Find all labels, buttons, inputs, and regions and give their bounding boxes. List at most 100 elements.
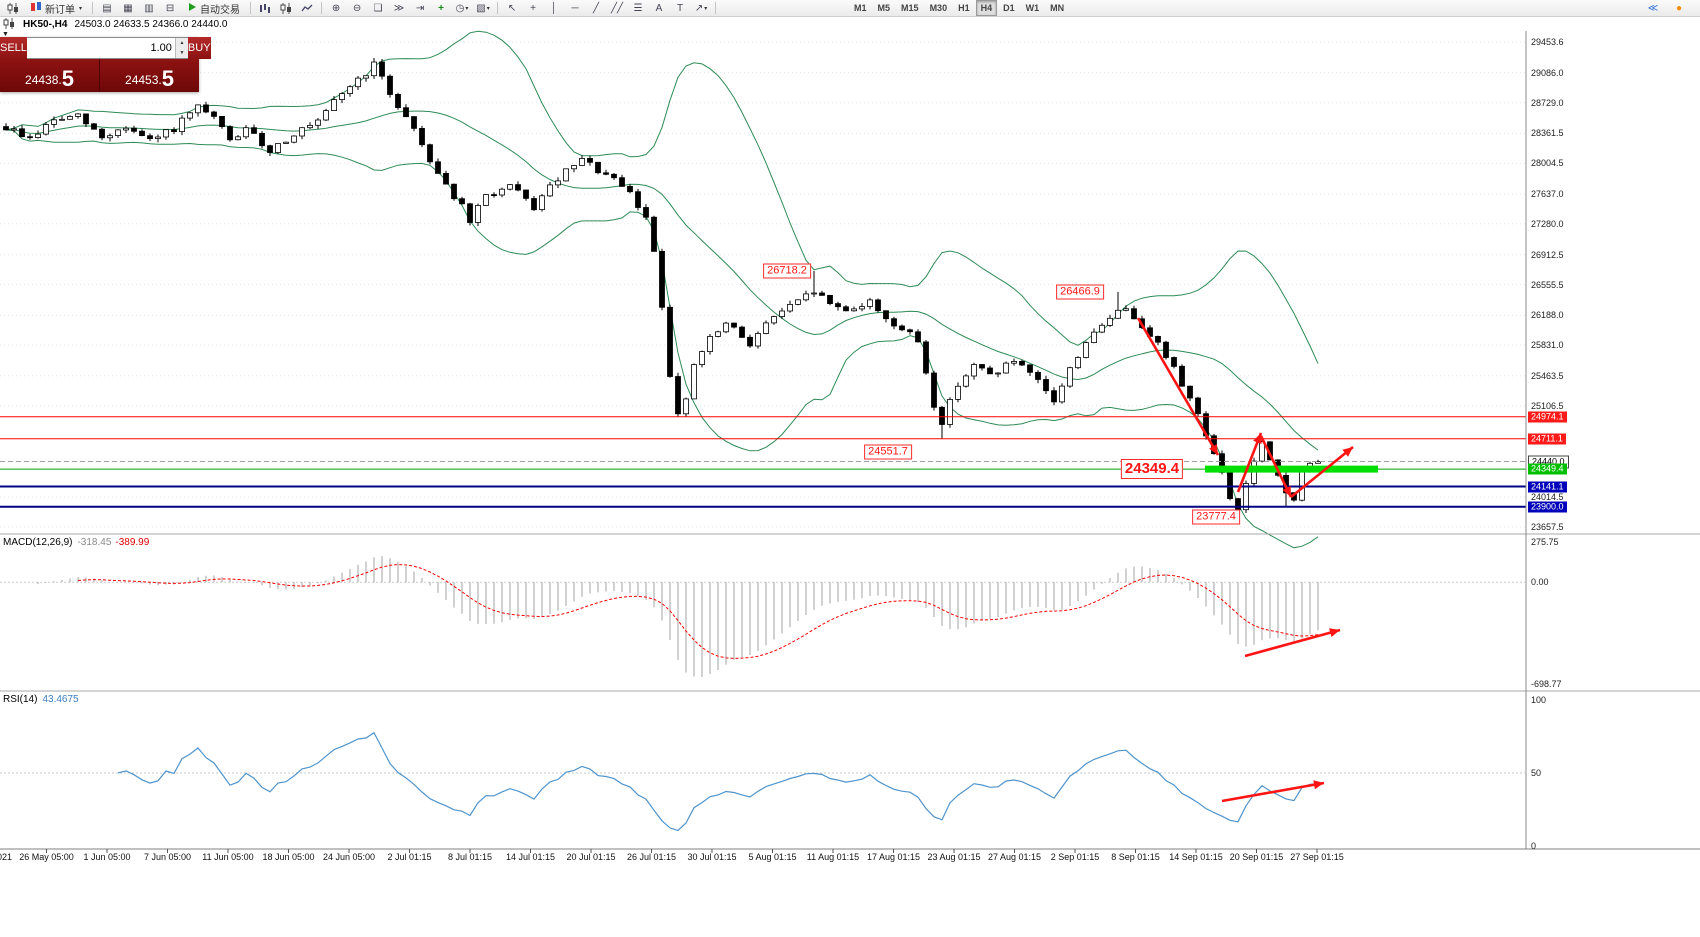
auto-scroll-icon[interactable]: ≫: [393, 2, 405, 14]
templates-icon[interactable]: ▧ ▾: [476, 2, 490, 14]
grid-layer: [0, 41, 1526, 528]
cursor-icon[interactable]: ↖: [507, 2, 517, 14]
new-chart-icon[interactable]: [3, 0, 23, 17]
crosshair-icon[interactable]: +: [530, 2, 536, 14]
data-window-icon[interactable]: ▥: [144, 2, 154, 14]
tile-windows-icon[interactable]: ❏: [373, 2, 383, 14]
price-annotation[interactable]: 23777.4: [1192, 509, 1240, 525]
text-icon[interactable]: A: [655, 2, 663, 14]
price-annotation[interactable]: 26718.2: [763, 263, 811, 279]
vertical-line-icon[interactable]: │: [550, 2, 558, 14]
price-tag: 24349.4: [1528, 463, 1567, 475]
horizontal-line-icon[interactable]: ─: [571, 2, 579, 14]
support-highlight-bar: [1205, 465, 1378, 473]
price-tag: 24974.1: [1528, 411, 1567, 423]
new-order-button[interactable]: 新订单 ▾: [24, 0, 88, 17]
volume-input[interactable]: [26, 38, 175, 58]
rsi-axis-label: 50: [1531, 768, 1542, 778]
sell-button[interactable]: SELL: [0, 37, 27, 59]
time-axis-label: 1 Jun 05:00: [83, 852, 131, 862]
toolbar-separator: [321, 2, 323, 14]
time-axis-label: 23 Aug 01:15: [927, 852, 981, 862]
price-axis-label: 28004.5: [1531, 158, 1564, 169]
price-axis-label: 25106.5: [1531, 400, 1564, 411]
time-axis-label: 24 Jun 05:00: [322, 852, 376, 862]
time-axis-label: 20 Jul 01:15: [566, 852, 616, 862]
main-toolbar: 新订单 ▾ ▤ ▦ ▥ ⊟ 自动交易 ⊕ ⊖ ❏ ≫ ⇥ + ◷ ▾ ▧ ▾ ↖ + │ ─ ╱ ╱╱ ☰ A T ↗ ▾ M1 M5 M1…: [0, 0, 1700, 17]
timeframe-M30[interactable]: M30: [929, 3, 948, 13]
price-axis-label: 28729.0: [1531, 97, 1564, 108]
channel-icon[interactable]: ╱╱: [610, 2, 624, 14]
price-axis-label: 26188.0: [1531, 310, 1564, 321]
buy-button[interactable]: BUY: [187, 37, 211, 59]
time-axis-label: 11 Aug 01:15: [806, 852, 860, 862]
macd-axis-label: -698.77: [1531, 679, 1562, 689]
alerts-icon[interactable]: ●: [1675, 2, 1683, 14]
timeframe-D1[interactable]: D1: [1003, 3, 1015, 13]
chart-shift-icon[interactable]: ⇥: [415, 2, 425, 14]
indicators-icon[interactable]: +: [438, 2, 444, 14]
time-axis-label: 20 May 2021: [0, 852, 13, 862]
price-axis-label: 29453.6: [1531, 37, 1564, 47]
price-axis-label: 25463.5: [1531, 370, 1564, 381]
zoom-in-icon[interactable]: ⊕: [331, 2, 341, 14]
label-icon[interactable]: T: [676, 2, 684, 14]
autotrading-button[interactable]: 自动交易: [181, 0, 246, 17]
bar-chart-icon[interactable]: [255, 0, 275, 17]
timeframe-MN[interactable]: MN: [1050, 3, 1065, 13]
buy-price[interactable]: 24453. 5: [100, 59, 199, 92]
one-click-collapse-icon[interactable]: ▼: [2, 31, 9, 38]
price-axis-label: 26912.5: [1531, 249, 1564, 260]
price-tag: 24711.1: [1528, 433, 1566, 445]
candlestick-chart-icon[interactable]: [276, 0, 296, 17]
zoom-out-icon[interactable]: ⊖: [352, 2, 362, 14]
fibonacci-icon[interactable]: ☰: [633, 2, 643, 14]
sell-price[interactable]: 24438. 5: [0, 59, 99, 92]
rsi-layer: [0, 731, 1526, 832]
volume-down-icon[interactable]: ▼: [175, 48, 188, 58]
price-axis-label: 26555.5: [1531, 279, 1564, 290]
time-axis-label: 7 Jun 05:00: [143, 852, 192, 862]
buy-price-main: 24453.: [125, 73, 162, 87]
arrows-icon[interactable]: ↗ ▾: [694, 2, 708, 14]
timeframe-H1[interactable]: H1: [958, 3, 970, 13]
market-watch-icon[interactable]: ▦: [123, 2, 133, 14]
trendline-icon[interactable]: ╱: [593, 2, 600, 14]
timeframe-M5[interactable]: M5: [877, 3, 891, 13]
navigator-icon[interactable]: ⊟: [165, 2, 175, 14]
timeframe-M1[interactable]: M1: [854, 3, 867, 13]
timeframe-M15[interactable]: M15: [901, 3, 919, 13]
community-icon[interactable]: ≪: [1647, 2, 1659, 14]
time-axis-label: 14 Sep 01:15: [1169, 852, 1223, 862]
timeframe-H4[interactable]: H4: [975, 0, 998, 16]
timeframe-W1[interactable]: W1: [1025, 3, 1040, 13]
price-tag: 24141.1: [1528, 481, 1567, 492]
price-annotation[interactable]: 26466.9: [1056, 284, 1104, 300]
price-annotation[interactable]: 24551.7: [864, 444, 912, 460]
time-axis-label: 2 Sep 01:15: [1050, 852, 1100, 862]
line-chart-icon[interactable]: [297, 0, 317, 17]
time-axis-label: 20 Sep 01:15: [1229, 852, 1284, 862]
volume-spinner: ▲ ▼: [174, 38, 188, 58]
time-axis-label: 26 Jul 01:15: [626, 852, 677, 862]
panel-borders: [0, 31, 1700, 850]
sell-price-main: 24438.: [25, 73, 62, 87]
time-axis-ticks: [46, 849, 1318, 853]
sell-price-big-digit: 5: [61, 66, 74, 91]
volume-up-icon[interactable]: ▲: [175, 38, 188, 48]
price-axis-label: 24014.5: [1531, 492, 1564, 503]
time-axis-label: 8 Sep 01:15: [1111, 852, 1160, 862]
profiles-icon[interactable]: ▤: [102, 2, 112, 14]
toolbar-separator: [250, 2, 252, 14]
time-axis-label: 26 May 05:00: [19, 852, 74, 862]
candlestick-icon: [3, 17, 16, 32]
price-axis-label: 27637.0: [1531, 189, 1564, 199]
toolbar-right-icons: ≪ ●: [1643, 0, 1697, 17]
price-axis-label: 25831.0: [1531, 340, 1564, 351]
periods-icon[interactable]: ◷ ▾: [455, 2, 469, 14]
price-annotation[interactable]: 24349.4: [1120, 459, 1184, 480]
time-axis-label: 27 Aug 01:15: [987, 852, 1042, 862]
macd-layer: [0, 556, 1526, 677]
horizontal-lines-layer: [0, 416, 1526, 508]
